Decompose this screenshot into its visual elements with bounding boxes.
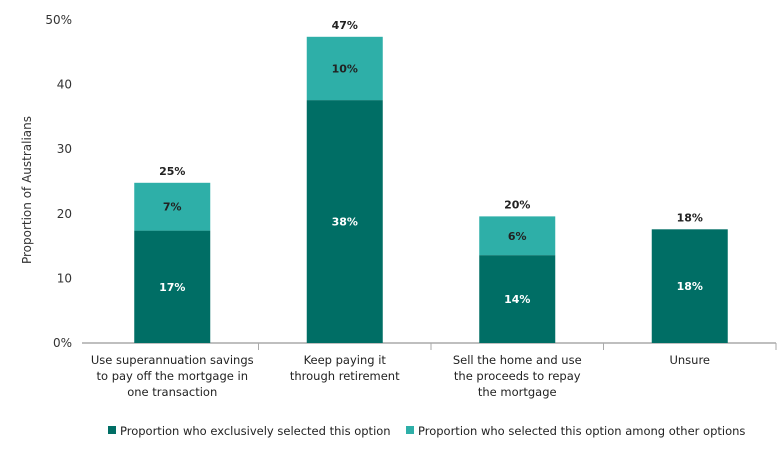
y-tick-label: 30 xyxy=(57,142,72,156)
total-label: 18% xyxy=(677,211,703,224)
data-label: 6% xyxy=(508,230,527,243)
data-label: 17% xyxy=(159,281,185,294)
legend-swatch xyxy=(108,426,116,434)
bar-segment xyxy=(651,229,728,343)
total-label: 20% xyxy=(504,198,530,211)
data-label: 7% xyxy=(163,201,182,214)
legend-label: Proportion who selected this option amon… xyxy=(418,424,745,438)
legend-swatch xyxy=(406,426,414,434)
bar-segment xyxy=(134,182,211,231)
x-category-label: the proceeds to repay xyxy=(454,369,581,383)
data-label: 10% xyxy=(332,62,358,75)
y-tick-label: 0% xyxy=(53,336,72,350)
x-category-label: one transaction xyxy=(127,385,217,399)
bar-segment xyxy=(134,230,211,343)
y-tick-label: 20 xyxy=(57,207,72,221)
x-category-label: through retirement xyxy=(290,369,400,383)
x-category-label: Keep paying it xyxy=(304,353,387,367)
x-category-label: Use superannuation savings xyxy=(91,353,254,367)
bar-segment xyxy=(479,216,556,256)
y-axis-label: Proportion of Australians xyxy=(20,116,34,264)
bar-segment xyxy=(306,100,383,343)
total-label: 25% xyxy=(159,165,185,178)
legend-label: Proportion who exclusively selected this… xyxy=(120,424,391,438)
bar-segment xyxy=(306,36,383,101)
bar-segment xyxy=(479,255,556,343)
y-tick-label: 40 xyxy=(57,78,72,92)
x-category-label: Unsure xyxy=(669,353,710,367)
x-category-label: the mortgage xyxy=(478,385,557,399)
y-tick-label: 10 xyxy=(57,271,72,285)
data-label: 18% xyxy=(677,280,703,293)
y-tick-label: 50% xyxy=(45,13,72,27)
total-label: 47% xyxy=(332,19,358,32)
x-category-label: to pay off the mortgage in xyxy=(97,369,249,383)
data-label: 38% xyxy=(332,216,358,229)
x-category-label: Sell the home and use xyxy=(453,353,582,367)
data-label: 14% xyxy=(504,293,530,306)
